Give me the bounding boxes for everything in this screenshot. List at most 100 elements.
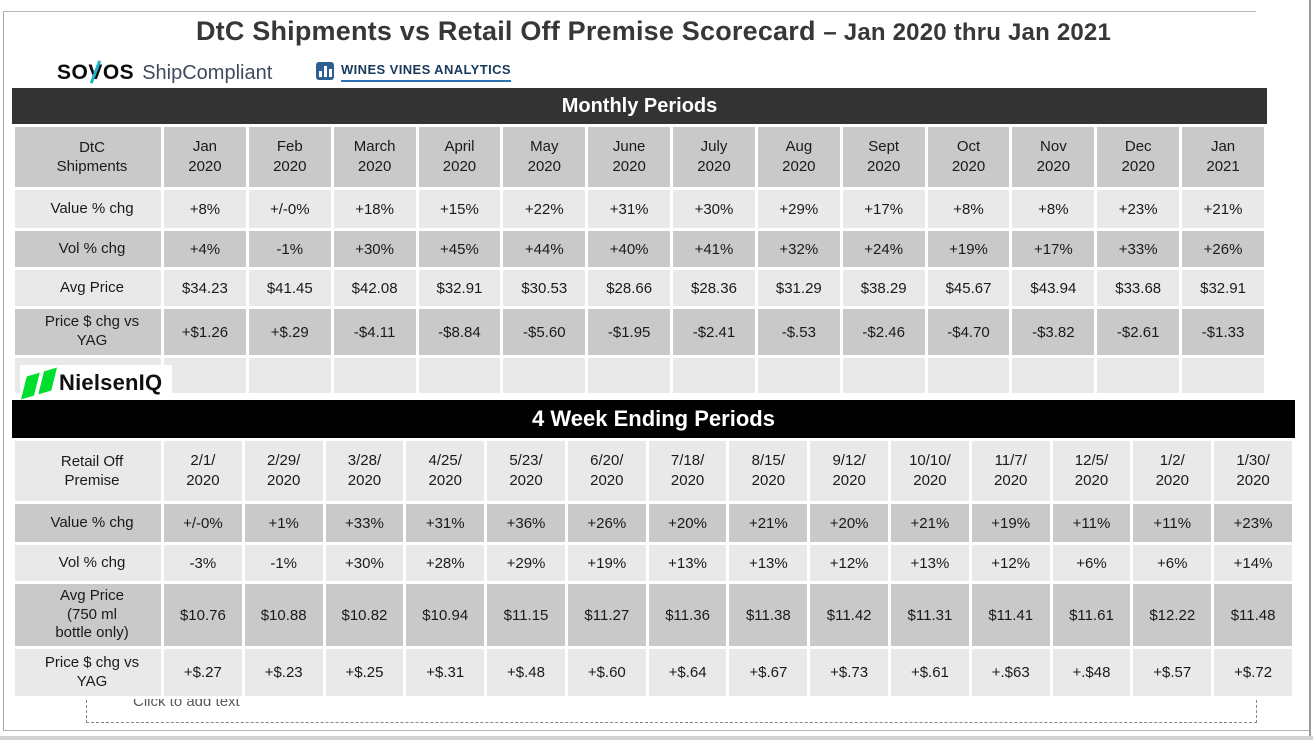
period-header-cell[interactable]: 8/15/ 2020 xyxy=(729,441,808,501)
data-cell[interactable]: +8% xyxy=(1012,190,1095,228)
row-label-cell[interactable]: Vol % chg xyxy=(15,231,161,267)
data-cell[interactable] xyxy=(842,358,925,393)
data-cell[interactable]: -$2.61 xyxy=(1097,309,1180,355)
four-week-ending-band[interactable]: 4 Week Ending Periods xyxy=(12,400,1295,438)
data-cell[interactable]: +8% xyxy=(164,190,246,228)
data-cell[interactable]: +1% xyxy=(244,504,323,542)
data-cell[interactable]: +30% xyxy=(333,231,416,267)
data-cell[interactable]: -$2.41 xyxy=(673,309,755,355)
period-header-cell[interactable]: Feb 2020 xyxy=(248,127,331,187)
data-cell[interactable]: +11% xyxy=(1052,504,1131,542)
data-cell[interactable]: +8% xyxy=(927,190,1010,228)
data-cell[interactable]: -$3.82 xyxy=(1012,309,1095,355)
row-label-cell[interactable]: Avg Price xyxy=(15,270,161,306)
data-cell[interactable]: +33% xyxy=(325,504,404,542)
data-cell[interactable]: $34.23 xyxy=(164,270,246,306)
data-cell[interactable]: +12% xyxy=(971,545,1050,581)
data-cell[interactable]: +13% xyxy=(891,545,969,581)
data-cell[interactable]: +$.60 xyxy=(567,649,646,696)
data-cell[interactable]: -$1.95 xyxy=(588,309,671,355)
data-cell[interactable]: $10.76 xyxy=(164,584,242,646)
data-cell[interactable]: +$.57 xyxy=(1133,649,1212,696)
data-cell[interactable]: +33% xyxy=(1097,231,1180,267)
data-cell[interactable]: +$.72 xyxy=(1214,649,1292,696)
period-header-cell[interactable]: 12/5/ 2020 xyxy=(1052,441,1131,501)
data-cell[interactable]: +$.27 xyxy=(164,649,242,696)
row-label-cell[interactable]: Price $ chg vs YAG xyxy=(15,309,161,355)
data-cell[interactable]: $11.15 xyxy=(487,584,565,646)
data-cell[interactable]: $11.42 xyxy=(810,584,889,646)
row-label-cell[interactable]: Vol % chg xyxy=(15,545,161,581)
data-cell[interactable]: +/-0% xyxy=(164,504,242,542)
data-cell[interactable]: $11.61 xyxy=(1052,584,1131,646)
data-cell[interactable]: $45.67 xyxy=(927,270,1010,306)
period-header-cell[interactable]: Jan 2020 xyxy=(164,127,246,187)
data-cell[interactable] xyxy=(1012,358,1095,393)
data-cell[interactable]: +29% xyxy=(487,545,565,581)
period-header-cell[interactable]: 4/25/ 2020 xyxy=(406,441,485,501)
data-cell[interactable]: +36% xyxy=(487,504,565,542)
data-cell[interactable]: +$.48 xyxy=(487,649,565,696)
data-cell[interactable]: $30.53 xyxy=(503,270,586,306)
data-cell[interactable]: +20% xyxy=(648,504,727,542)
row-label-cell[interactable]: Value % chg xyxy=(15,190,161,228)
data-cell[interactable]: +30% xyxy=(325,545,404,581)
data-cell[interactable]: $11.38 xyxy=(729,584,808,646)
data-cell[interactable]: -$2.46 xyxy=(842,309,925,355)
data-cell[interactable]: +$.73 xyxy=(810,649,889,696)
period-header-cell[interactable]: 11/7/ 2020 xyxy=(971,441,1050,501)
data-cell[interactable] xyxy=(333,358,416,393)
data-cell[interactable]: +31% xyxy=(588,190,671,228)
period-header-cell[interactable]: April 2020 xyxy=(418,127,501,187)
period-header-cell[interactable]: 3/28/ 2020 xyxy=(325,441,404,501)
data-cell[interactable]: +44% xyxy=(503,231,586,267)
data-cell[interactable]: +14% xyxy=(1214,545,1292,581)
data-cell[interactable] xyxy=(503,358,586,393)
data-cell[interactable]: $42.08 xyxy=(333,270,416,306)
row-label-cell[interactable]: Price $ chg vs YAG xyxy=(15,649,161,696)
data-cell[interactable]: +/-0% xyxy=(248,190,331,228)
data-cell[interactable]: +29% xyxy=(757,190,840,228)
data-cell[interactable] xyxy=(927,358,1010,393)
data-cell[interactable]: +15% xyxy=(418,190,501,228)
data-cell[interactable]: +$.31 xyxy=(406,649,485,696)
data-cell[interactable]: +40% xyxy=(588,231,671,267)
data-cell[interactable]: $28.36 xyxy=(673,270,755,306)
data-cell[interactable]: +$.25 xyxy=(325,649,404,696)
data-cell[interactable] xyxy=(1182,358,1264,393)
data-cell[interactable]: +21% xyxy=(1182,190,1264,228)
data-cell[interactable]: +6% xyxy=(1133,545,1212,581)
data-cell[interactable]: +21% xyxy=(891,504,969,542)
data-cell[interactable]: +$1.26 xyxy=(164,309,246,355)
data-cell[interactable]: $32.91 xyxy=(1182,270,1264,306)
period-header-cell[interactable]: 10/10/ 2020 xyxy=(891,441,969,501)
data-cell[interactable]: -$.53 xyxy=(757,309,840,355)
table-corner-label[interactable]: DtC Shipments xyxy=(15,127,161,187)
data-cell[interactable]: +$.64 xyxy=(648,649,727,696)
data-cell[interactable]: +6% xyxy=(1052,545,1131,581)
data-cell[interactable]: +19% xyxy=(927,231,1010,267)
data-cell[interactable]: $10.94 xyxy=(406,584,485,646)
data-cell[interactable]: +19% xyxy=(971,504,1050,542)
period-header-cell[interactable]: May 2020 xyxy=(503,127,586,187)
data-cell[interactable]: $11.31 xyxy=(891,584,969,646)
data-cell[interactable]: +32% xyxy=(757,231,840,267)
data-cell[interactable] xyxy=(588,358,671,393)
data-cell[interactable]: +24% xyxy=(842,231,925,267)
period-header-cell[interactable]: Dec 2020 xyxy=(1097,127,1180,187)
period-header-cell[interactable]: July 2020 xyxy=(673,127,755,187)
data-cell[interactable]: +17% xyxy=(1012,231,1095,267)
data-cell[interactable]: -1% xyxy=(248,231,331,267)
row-label-cell[interactable]: Value % chg xyxy=(15,504,161,542)
period-header-cell[interactable]: 2/29/ 2020 xyxy=(244,441,323,501)
data-cell[interactable] xyxy=(673,358,755,393)
table-corner-label[interactable]: Retail Off Premise xyxy=(15,441,161,501)
data-cell[interactable]: -1% xyxy=(244,545,323,581)
period-header-cell[interactable]: 5/23/ 2020 xyxy=(487,441,565,501)
period-header-cell[interactable]: 2/1/ 2020 xyxy=(164,441,242,501)
data-cell[interactable]: +12% xyxy=(810,545,889,581)
period-header-cell[interactable]: 6/20/ 2020 xyxy=(567,441,646,501)
data-cell[interactable]: +18% xyxy=(333,190,416,228)
row-label-cell[interactable]: Avg Price (750 ml bottle only) xyxy=(15,584,161,646)
data-cell[interactable]: +13% xyxy=(648,545,727,581)
